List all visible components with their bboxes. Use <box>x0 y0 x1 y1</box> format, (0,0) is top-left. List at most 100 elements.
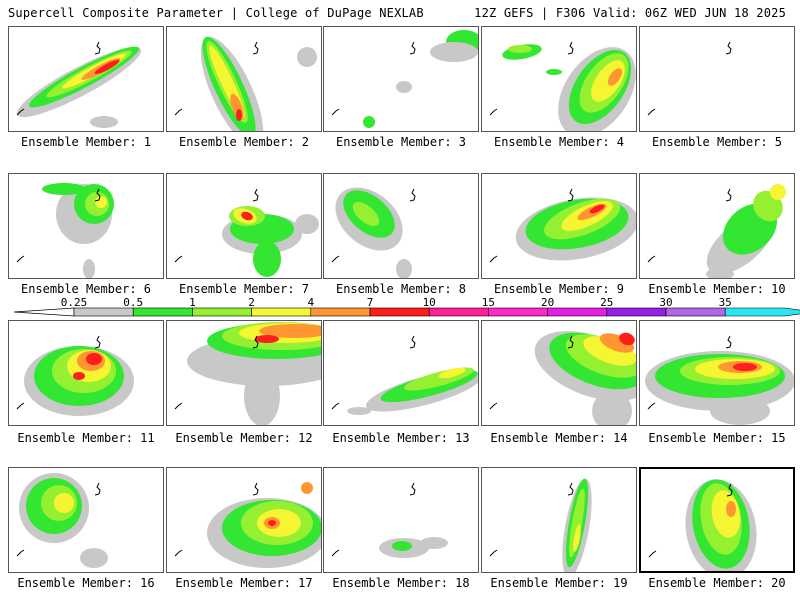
color-legend-tick-label: 0.25 <box>60 296 88 309</box>
ensemble-member-4-map[interactable] <box>481 26 637 132</box>
map-outline <box>331 41 416 116</box>
ensemble-member-3-map[interactable] <box>323 26 479 132</box>
scp-contour <box>710 397 770 425</box>
ensemble-member-8-map[interactable] <box>323 173 479 279</box>
scp-contour <box>599 333 635 353</box>
scp-field <box>489 188 636 263</box>
scp-contour <box>352 202 380 226</box>
ensemble-member-label: Ensemble Member: 6 <box>20 282 152 296</box>
scp-contour <box>73 372 85 380</box>
ensemble-member-20-map[interactable] <box>639 467 795 573</box>
color-legend-tick-label: 7 <box>366 296 374 309</box>
ensemble-member-label: Ensemble Member: 1 <box>20 135 152 149</box>
ensemble-member-9-map[interactable] <box>481 173 637 279</box>
ensemble-member-label: Ensemble Member: 20 <box>648 576 786 590</box>
scp-contour <box>508 45 532 53</box>
scp-contour <box>396 81 412 93</box>
map-outline <box>174 335 259 410</box>
scp-field <box>174 322 321 425</box>
ensemble-member-label: Ensemble Member: 4 <box>493 135 625 149</box>
color-legend-tick-label: 30 <box>659 296 673 309</box>
ensemble-member-16-map[interactable] <box>8 467 164 573</box>
ensemble-member-18-map[interactable] <box>323 467 479 573</box>
scp-contour <box>90 116 118 128</box>
color-legend-swatch <box>132 307 193 317</box>
scp-contour <box>619 332 635 346</box>
scp-field <box>648 479 757 571</box>
ensemble-member-label: Ensemble Member: 2 <box>178 135 310 149</box>
color-legend-swatch <box>665 307 726 317</box>
map-outline <box>489 335 574 410</box>
scp-field <box>174 36 317 131</box>
ensemble-member-label: Ensemble Member: 9 <box>493 282 625 296</box>
scp-contour <box>396 259 412 278</box>
ensemble-member-label: Ensemble Member: 15 <box>648 431 786 445</box>
ensemble-member-label: Ensemble Member: 10 <box>648 282 786 296</box>
scp-contour <box>430 42 478 62</box>
scp-field <box>16 41 142 128</box>
ensemble-member-6-map[interactable] <box>8 173 164 279</box>
scp-contour <box>733 363 757 371</box>
color-legend-tick-label: 4 <box>307 296 315 309</box>
scp-contour <box>95 196 107 208</box>
ensemble-member-1-map[interactable] <box>8 26 164 132</box>
color-legend-swatch <box>73 307 134 317</box>
scp-field <box>645 335 794 425</box>
ensemble-member-12-map[interactable] <box>166 320 322 426</box>
scp-contour <box>297 47 317 67</box>
color-legend-tick-label: 0.5 <box>123 296 144 309</box>
ensemble-member-15-map[interactable] <box>639 320 795 426</box>
scp-contour <box>83 259 95 278</box>
ensemble-member-label: Ensemble Member: 19 <box>490 576 628 590</box>
scp-field <box>16 335 134 416</box>
ensemble-member-5-map[interactable] <box>639 26 795 132</box>
map-outline <box>647 41 732 116</box>
ensemble-member-17-map[interactable] <box>166 467 322 573</box>
ensemble-member-19-map[interactable] <box>481 467 637 573</box>
scp-contour <box>42 183 86 195</box>
color-legend-swatch <box>724 307 800 317</box>
color-legend-lower-arrow <box>13 307 75 317</box>
scp-contour <box>546 69 562 75</box>
scp-contour <box>438 367 466 379</box>
ensemble-member-label: Ensemble Member: 13 <box>332 431 470 445</box>
ensemble-member-2-map[interactable] <box>166 26 322 132</box>
scp-field <box>174 482 321 568</box>
ensemble-member-14-map[interactable] <box>481 320 637 426</box>
scp-contour <box>236 109 242 121</box>
color-legend-swatch <box>547 307 608 317</box>
color-legend-tick-label: 20 <box>540 296 555 309</box>
scp-contour <box>94 59 120 75</box>
ensemble-member-10-map[interactable] <box>639 173 795 279</box>
scp-contour <box>80 548 108 568</box>
scp-contour <box>392 541 412 551</box>
scp-contour <box>583 336 636 366</box>
ensemble-member-label: Ensemble Member: 8 <box>335 282 467 296</box>
map-outline <box>331 482 416 557</box>
map-outline <box>174 188 259 263</box>
scp-contour <box>255 335 279 343</box>
color-legend-swatch <box>428 307 489 317</box>
ensemble-member-11-map[interactable] <box>8 320 164 426</box>
scp-field <box>331 187 416 278</box>
scp-field <box>647 41 732 116</box>
color-legend: 0.25 0.5 1 2 4 7 10 15 20 25 30 35 <box>0 296 800 322</box>
map-outline <box>489 482 574 557</box>
color-legend-bar <box>13 307 800 317</box>
scp-contour <box>569 488 585 558</box>
ensemble-member-13-map[interactable] <box>323 320 479 426</box>
map-outline <box>647 335 732 410</box>
color-legend-swatch <box>606 307 667 317</box>
scp-contour <box>363 116 375 128</box>
scp-contour <box>706 268 734 278</box>
ensemble-member-label: Ensemble Member: 7 <box>178 282 310 296</box>
model-run-info: 12Z GEFS | F306 Valid: 06Z WED JUN 18 20… <box>474 6 786 20</box>
ensemble-member-7-map[interactable] <box>166 173 322 279</box>
map-outline <box>16 188 101 263</box>
map-outline <box>16 41 101 116</box>
scp-field <box>489 331 636 425</box>
ensemble-member-label: Ensemble Member: 18 <box>332 576 470 590</box>
map-outline <box>647 188 732 263</box>
scp-field <box>16 183 114 278</box>
color-legend-tick-label: 25 <box>600 296 614 309</box>
